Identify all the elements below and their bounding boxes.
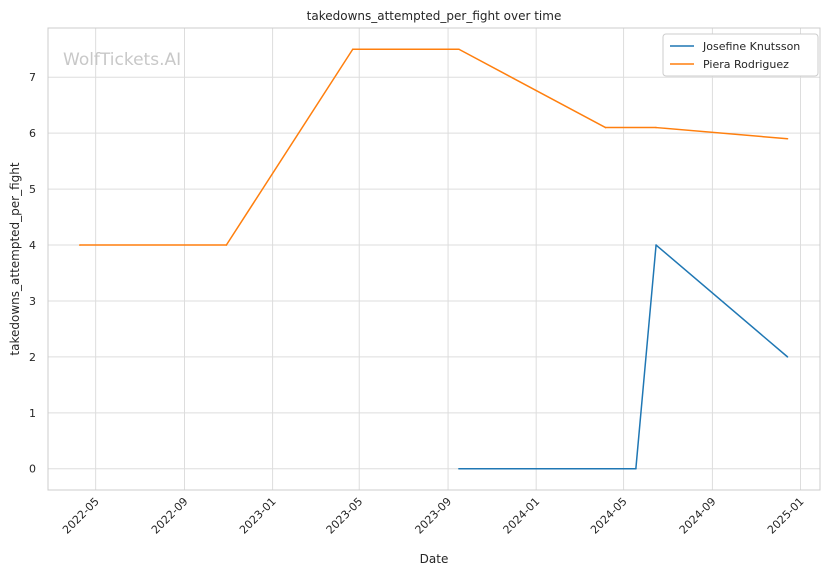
series-lines — [78, 48, 789, 470]
y-tick-label: 6 — [29, 127, 36, 140]
y-axis-label: takedowns_attempted_per_fight — [8, 162, 22, 355]
data-point-piera-rodriguez — [655, 126, 657, 129]
legend-box — [662, 33, 819, 77]
y-tick-label: 0 — [29, 463, 36, 476]
legend-label-piera-rodriguez: Piera Rodriguez — [703, 58, 789, 71]
chart-title: takedowns_attempted_per_fight over time — [307, 9, 562, 23]
data-point-josefine-knutsson — [635, 467, 637, 470]
watermark: WolfTickets.AI — [63, 50, 181, 70]
y-tick-label: 5 — [29, 183, 36, 196]
data-point-piera-rodriguez — [786, 137, 789, 140]
data-point-josefine-knutsson — [786, 356, 789, 358]
y-tick-label: 1 — [29, 407, 36, 420]
data-point-piera-rodriguez — [351, 48, 354, 51]
data-point-piera-rodriguez — [458, 48, 460, 51]
data-point-josefine-knutsson — [655, 244, 657, 246]
series-line-josefine-knutsson — [458, 244, 788, 470]
legend-label-josefine-knutsson: Josefine Knutsson — [702, 40, 800, 53]
grid-lines — [48, 28, 820, 490]
y-axis-ticks: 0 1 2 3 4 5 6 7 — [29, 71, 36, 476]
y-tick-label: 4 — [29, 239, 36, 252]
data-point-piera-rodriguez — [78, 244, 81, 246]
y-tick-label: 7 — [29, 71, 36, 84]
x-axis-label: Date — [420, 552, 449, 566]
y-tick-label: 3 — [29, 295, 36, 308]
data-point-piera-rodriguez — [225, 244, 228, 246]
y-tick-label: 2 — [29, 351, 36, 364]
legend: Josefine Knutsson Piera Rodriguez — [662, 33, 819, 77]
data-point-piera-rodriguez — [604, 126, 607, 129]
data-point-josefine-knutsson — [458, 467, 460, 470]
plot-frame — [47, 27, 821, 491]
